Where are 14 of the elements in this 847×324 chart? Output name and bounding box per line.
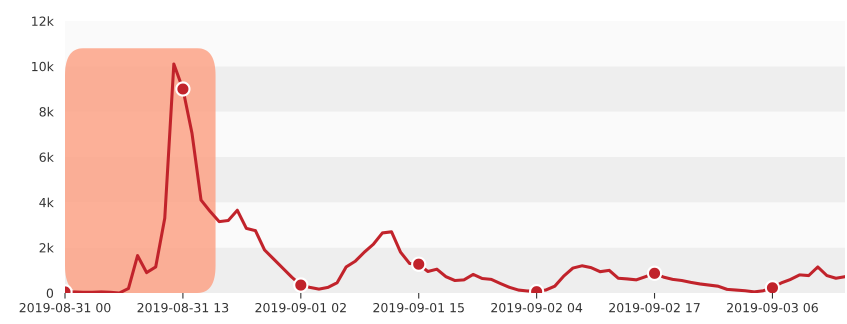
y-tick-label: 10k: [32, 62, 54, 72]
x-tick-label: 2019-08-31 00: [20, 302, 110, 312]
x-tick-label: 2019-09-02 17: [609, 302, 700, 312]
y-tick-label: 8k: [40, 106, 54, 117]
y-tick-label: 6k: [40, 152, 54, 162]
y-tick-label: 12k: [32, 16, 54, 26]
x-tick-label: 2019-09-01 02: [255, 302, 346, 312]
y-tick-label: 2k: [40, 242, 54, 252]
x-tick-label: 2019-09-03 06: [727, 302, 818, 312]
y-tick-label: 0: [46, 288, 54, 298]
x-tick-label: 2019-08-31 13: [138, 302, 228, 312]
x-tick-label: 2019-09-01 15: [373, 302, 464, 312]
x-tick-label: 2019-09-02 04: [491, 302, 582, 312]
y-tick-label: 4k: [39, 198, 54, 208]
